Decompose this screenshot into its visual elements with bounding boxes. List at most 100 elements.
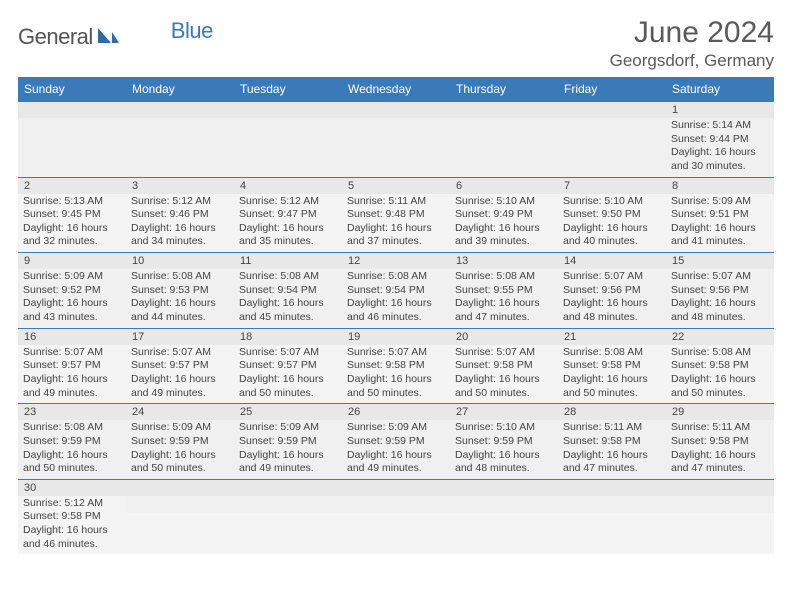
day-number: 1 (666, 102, 774, 118)
sunset-line: Sunset: 9:47 PM (239, 208, 337, 222)
sunrise-line: Sunrise: 5:08 AM (239, 270, 337, 284)
calendar-row: 1Sunrise: 5:14 AMSunset: 9:44 PMDaylight… (18, 102, 774, 178)
daylight-line: Daylight: 16 hours and 48 minutes. (563, 297, 661, 324)
daylight-line: Daylight: 16 hours and 39 minutes. (455, 222, 553, 249)
calendar-row: 23Sunrise: 5:08 AMSunset: 9:59 PMDayligh… (18, 404, 774, 480)
sunset-line: Sunset: 9:56 PM (671, 284, 769, 298)
day-number-empty (234, 480, 342, 496)
daylight-line: Daylight: 16 hours and 35 minutes. (239, 222, 337, 249)
calendar-cell-empty (126, 479, 234, 554)
page: General Blue June 2024 Georgsdorf, Germa… (0, 0, 792, 554)
day-details-empty (342, 118, 450, 136)
sunset-line: Sunset: 9:59 PM (239, 435, 337, 449)
sunset-line: Sunset: 9:50 PM (563, 208, 661, 222)
sail-icon (97, 26, 119, 49)
sunrise-line: Sunrise: 5:12 AM (131, 195, 229, 209)
sunrise-line: Sunrise: 5:07 AM (671, 270, 769, 284)
calendar-cell: 18Sunrise: 5:07 AMSunset: 9:57 PMDayligh… (234, 328, 342, 404)
day-details: Sunrise: 5:08 AMSunset: 9:58 PMDaylight:… (558, 345, 666, 404)
daylight-line: Daylight: 16 hours and 48 minutes. (455, 449, 553, 476)
sunrise-line: Sunrise: 5:08 AM (563, 346, 661, 360)
calendar-cell: 13Sunrise: 5:08 AMSunset: 9:55 PMDayligh… (450, 253, 558, 329)
calendar-cell: 7Sunrise: 5:10 AMSunset: 9:50 PMDaylight… (558, 177, 666, 253)
sunrise-line: Sunrise: 5:07 AM (23, 346, 121, 360)
day-number: 13 (450, 253, 558, 269)
day-details: Sunrise: 5:09 AMSunset: 9:59 PMDaylight:… (234, 420, 342, 479)
day-details-empty (234, 496, 342, 514)
day-number-empty (450, 102, 558, 118)
sunrise-line: Sunrise: 5:08 AM (455, 270, 553, 284)
day-number: 29 (666, 404, 774, 420)
day-details: Sunrise: 5:07 AMSunset: 9:57 PMDaylight:… (234, 345, 342, 404)
calendar-cell: 8Sunrise: 5:09 AMSunset: 9:51 PMDaylight… (666, 177, 774, 253)
calendar-cell: 30Sunrise: 5:12 AMSunset: 9:58 PMDayligh… (18, 479, 126, 554)
sunrise-line: Sunrise: 5:07 AM (563, 270, 661, 284)
logo: General Blue (18, 18, 213, 50)
calendar-cell: 22Sunrise: 5:08 AMSunset: 9:58 PMDayligh… (666, 328, 774, 404)
calendar-cell-empty (126, 102, 234, 178)
calendar-cell: 2Sunrise: 5:13 AMSunset: 9:45 PMDaylight… (18, 177, 126, 253)
sunrise-line: Sunrise: 5:09 AM (23, 270, 121, 284)
day-number-empty (558, 480, 666, 496)
day-number: 8 (666, 178, 774, 194)
day-number: 10 (126, 253, 234, 269)
calendar-cell: 14Sunrise: 5:07 AMSunset: 9:56 PMDayligh… (558, 253, 666, 329)
day-details: Sunrise: 5:08 AMSunset: 9:55 PMDaylight:… (450, 269, 558, 328)
day-number-empty (342, 480, 450, 496)
calendar-cell: 9Sunrise: 5:09 AMSunset: 9:52 PMDaylight… (18, 253, 126, 329)
calendar-cell-empty (234, 102, 342, 178)
sunset-line: Sunset: 9:58 PM (563, 435, 661, 449)
calendar-cell: 5Sunrise: 5:11 AMSunset: 9:48 PMDaylight… (342, 177, 450, 253)
calendar-cell: 20Sunrise: 5:07 AMSunset: 9:58 PMDayligh… (450, 328, 558, 404)
daylight-line: Daylight: 16 hours and 32 minutes. (23, 222, 121, 249)
day-details: Sunrise: 5:10 AMSunset: 9:49 PMDaylight:… (450, 194, 558, 253)
day-number: 30 (18, 480, 126, 496)
sunset-line: Sunset: 9:59 PM (131, 435, 229, 449)
day-number-empty (234, 102, 342, 118)
calendar-cell: 1Sunrise: 5:14 AMSunset: 9:44 PMDaylight… (666, 102, 774, 178)
calendar-cell: 29Sunrise: 5:11 AMSunset: 9:58 PMDayligh… (666, 404, 774, 480)
daylight-line: Daylight: 16 hours and 44 minutes. (131, 297, 229, 324)
daylight-line: Daylight: 16 hours and 50 minutes. (347, 373, 445, 400)
sunset-line: Sunset: 9:58 PM (347, 359, 445, 373)
weekday-header: Thursday (450, 77, 558, 102)
sunset-line: Sunset: 9:55 PM (455, 284, 553, 298)
calendar-cell: 19Sunrise: 5:07 AMSunset: 9:58 PMDayligh… (342, 328, 450, 404)
day-details: Sunrise: 5:07 AMSunset: 9:56 PMDaylight:… (666, 269, 774, 328)
day-details-empty (234, 118, 342, 136)
calendar-cell: 24Sunrise: 5:09 AMSunset: 9:59 PMDayligh… (126, 404, 234, 480)
sunrise-line: Sunrise: 5:10 AM (563, 195, 661, 209)
day-number: 18 (234, 329, 342, 345)
calendar-cell: 21Sunrise: 5:08 AMSunset: 9:58 PMDayligh… (558, 328, 666, 404)
daylight-line: Daylight: 16 hours and 41 minutes. (671, 222, 769, 249)
daylight-line: Daylight: 16 hours and 34 minutes. (131, 222, 229, 249)
sunrise-line: Sunrise: 5:14 AM (671, 119, 769, 133)
sunset-line: Sunset: 9:58 PM (23, 510, 121, 524)
weekday-header: Wednesday (342, 77, 450, 102)
sunset-line: Sunset: 9:49 PM (455, 208, 553, 222)
daylight-line: Daylight: 16 hours and 46 minutes. (23, 524, 121, 551)
calendar-cell: 3Sunrise: 5:12 AMSunset: 9:46 PMDaylight… (126, 177, 234, 253)
daylight-line: Daylight: 16 hours and 49 minutes. (347, 449, 445, 476)
day-number-empty (126, 102, 234, 118)
sunset-line: Sunset: 9:48 PM (347, 208, 445, 222)
day-details: Sunrise: 5:11 AMSunset: 9:58 PMDaylight:… (558, 420, 666, 479)
day-number: 9 (18, 253, 126, 269)
sunset-line: Sunset: 9:51 PM (671, 208, 769, 222)
day-number: 15 (666, 253, 774, 269)
calendar-table: SundayMondayTuesdayWednesdayThursdayFrid… (18, 77, 774, 554)
calendar-cell: 12Sunrise: 5:08 AMSunset: 9:54 PMDayligh… (342, 253, 450, 329)
logo-text-general: General (18, 24, 93, 50)
day-details: Sunrise: 5:09 AMSunset: 9:59 PMDaylight:… (342, 420, 450, 479)
calendar-cell: 17Sunrise: 5:07 AMSunset: 9:57 PMDayligh… (126, 328, 234, 404)
weekday-header: Saturday (666, 77, 774, 102)
sunrise-line: Sunrise: 5:09 AM (131, 421, 229, 435)
sunset-line: Sunset: 9:53 PM (131, 284, 229, 298)
day-number: 20 (450, 329, 558, 345)
sunset-line: Sunset: 9:58 PM (671, 435, 769, 449)
daylight-line: Daylight: 16 hours and 49 minutes. (23, 373, 121, 400)
daylight-line: Daylight: 16 hours and 49 minutes. (239, 449, 337, 476)
day-number: 4 (234, 178, 342, 194)
sunrise-line: Sunrise: 5:09 AM (671, 195, 769, 209)
calendar-cell-empty (18, 102, 126, 178)
